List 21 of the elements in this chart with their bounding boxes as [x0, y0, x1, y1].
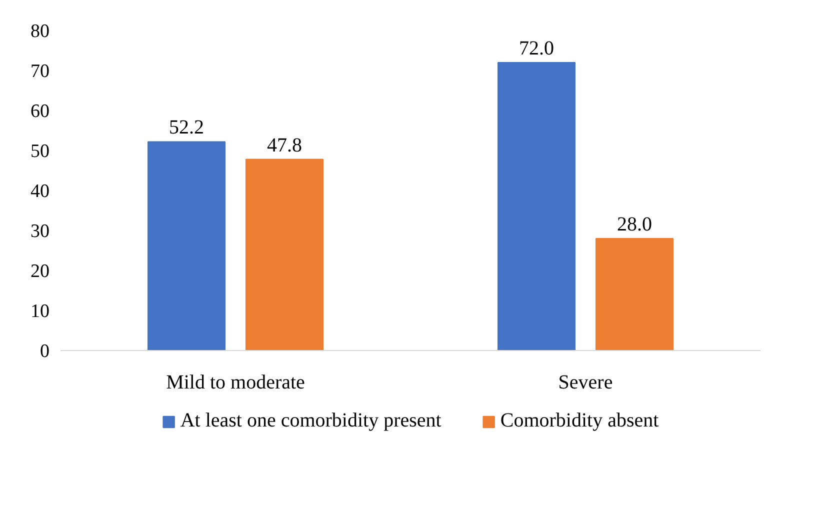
- x-tick-label: Mild to moderate: [166, 372, 306, 394]
- x-tick-label: Severe: [558, 372, 613, 394]
- data-label: 72.0: [519, 38, 554, 60]
- legend-label: Comorbidity absent: [500, 410, 659, 432]
- bar: [246, 158, 324, 350]
- y-tick-label: 40: [30, 181, 50, 202]
- bar: [498, 62, 576, 350]
- legend-label: At least one comorbidity present: [180, 410, 442, 432]
- data-label: 52.2: [169, 116, 204, 139]
- y-tick-label: 10: [30, 301, 50, 322]
- bar: [596, 238, 674, 350]
- y-tick-label: 30: [30, 221, 50, 242]
- y-tick-label: 70: [30, 61, 50, 82]
- data-label: 28.0: [617, 214, 652, 236]
- bar: [148, 141, 226, 350]
- data-label: 47.8: [267, 134, 302, 156]
- y-tick-label: 20: [30, 261, 50, 282]
- y-tick-label: 50: [30, 141, 50, 162]
- y-tick-label: 80: [30, 21, 50, 42]
- y-tick-label: 60: [30, 101, 50, 122]
- y-tick-label: 0: [40, 341, 50, 362]
